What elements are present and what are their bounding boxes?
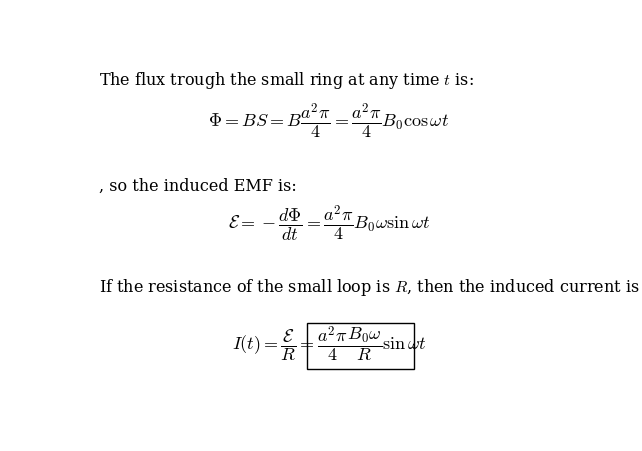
- Text: , so the induced EMF is:: , so the induced EMF is:: [99, 177, 297, 194]
- Text: $I(t) = \dfrac{\mathcal{E}}{R} = \dfrac{a^2\pi}{4}\dfrac{B_0\omega}{R}\sin \omeg: $I(t) = \dfrac{\mathcal{E}}{R} = \dfrac{…: [232, 325, 426, 364]
- Text: The flux trough the small ring at any time $t$ is:: The flux trough the small ring at any ti…: [99, 70, 474, 91]
- Text: $\Phi = BS = B\dfrac{a^2\pi}{4} = \dfrac{a^2\pi}{4}B_0 \cos \omega t$: $\Phi = BS = B\dfrac{a^2\pi}{4} = \dfrac…: [209, 102, 449, 142]
- Text: $\mathcal{E} = -\dfrac{d\Phi}{dt} = \dfrac{a^2\pi}{4}B_0\omega \sin \omega t$: $\mathcal{E} = -\dfrac{d\Phi}{dt} = \dfr…: [228, 204, 430, 244]
- Text: If the resistance of the small loop is $R$, then the induced current is just:: If the resistance of the small loop is $…: [99, 277, 642, 298]
- Bar: [307, 322, 413, 369]
